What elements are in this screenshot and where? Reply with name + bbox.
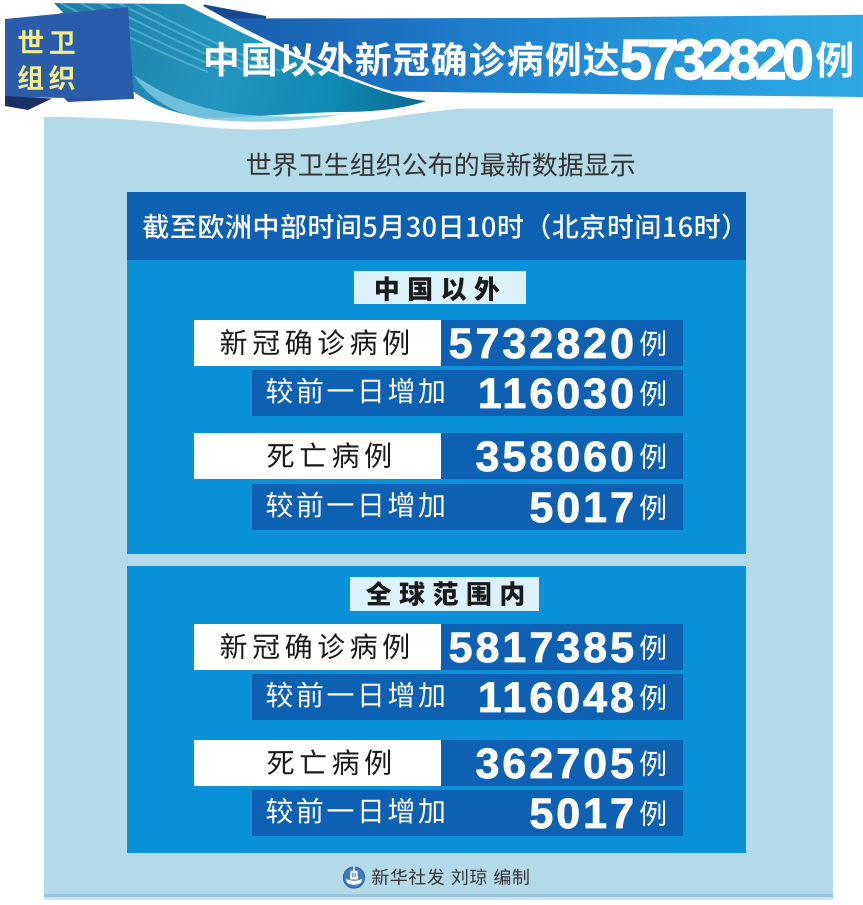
svg-text:358060: 358060: [476, 433, 638, 481]
svg-text:5817385: 5817385: [449, 624, 637, 672]
svg-text:362705: 362705: [476, 740, 638, 788]
svg-text:5017: 5017: [529, 484, 637, 532]
svg-text:5732820: 5732820: [449, 320, 637, 368]
svg-text:5732820: 5732820: [620, 28, 812, 92]
svg-text:116048: 116048: [478, 674, 637, 722]
svg-text:5017: 5017: [529, 790, 637, 838]
svg-text:116030: 116030: [478, 370, 637, 418]
